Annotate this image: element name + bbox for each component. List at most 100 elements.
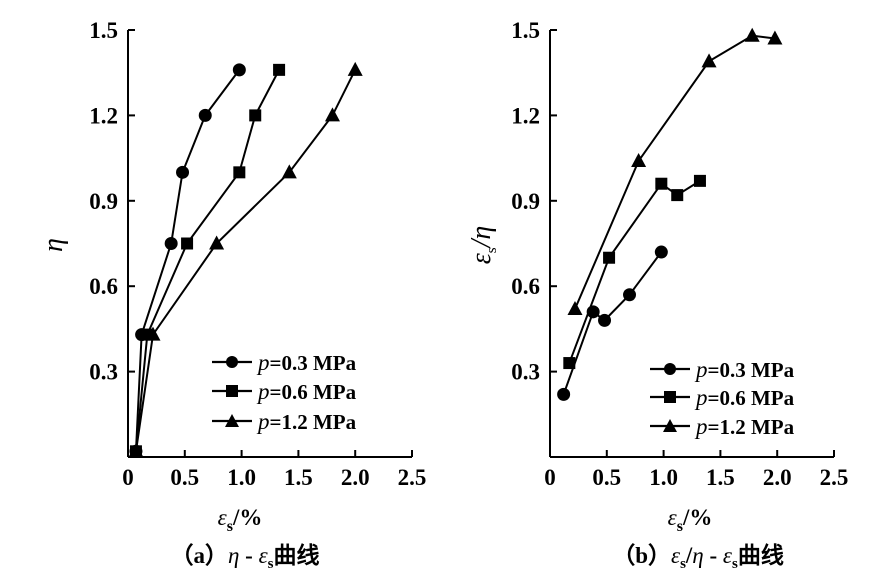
- point-triangle-b: [567, 300, 583, 315]
- legend-b-row-0: p=0.3 MPa: [650, 357, 795, 382]
- point-circle-b: [598, 313, 612, 327]
- x-tick-label-a: 1.5: [284, 465, 313, 490]
- legend-b: p=0.3 MPa p=0.6 MPa p=1.2 MPa: [650, 357, 795, 439]
- series-line-a-2: [134, 69, 357, 452]
- caption-a-sub: s: [268, 556, 274, 572]
- x-tick-label-a: 1.0: [227, 465, 256, 490]
- x-tick-label-a: 2.0: [341, 465, 370, 490]
- series-line-a-1: [134, 69, 280, 452]
- panel-b: 0 0.5 1.0 1.5 2.0 2.50.30.60.91.21.5 εs/η εs/…: [466, 18, 848, 572]
- legend-b-row-1: p=0.6 MPa: [650, 385, 795, 410]
- point-triangle-a: [347, 61, 363, 76]
- point-circle-b: [557, 387, 571, 401]
- legend-a-marker-triangle: [225, 414, 239, 427]
- x-label-suffix-b: /%: [682, 505, 712, 530]
- point-triangle-b: [767, 30, 783, 45]
- legend-b-marker-triangle: [663, 419, 677, 432]
- caption-a-eps: ε: [259, 543, 269, 568]
- caption-a: （a）η - εs曲线: [170, 542, 319, 572]
- x-label-eps-a: ε: [218, 505, 228, 530]
- y-tick-label-a: 0.6: [89, 274, 118, 299]
- caption-b: （b）εs/η - εs曲线: [612, 542, 784, 572]
- x-tick-label-a: 0.5: [170, 465, 199, 490]
- legend-a-row-1: p=0.6 MPa: [212, 379, 357, 404]
- point-square-b: [693, 174, 706, 187]
- point-square-a: [233, 166, 246, 179]
- point-circle-a: [164, 237, 178, 250]
- point-triangle-a: [324, 107, 340, 122]
- y-label-suffix-b: /η: [466, 226, 497, 250]
- point-square-b: [563, 357, 576, 370]
- x-tick-label-b: 2.5: [820, 465, 849, 490]
- point-triangle-a: [209, 235, 225, 250]
- point-triangle-b: [744, 27, 760, 42]
- legend-b-label-1: =0.6 MPa: [708, 386, 795, 410]
- point-circle-a: [176, 165, 190, 179]
- x-label-suffix-a: /%: [232, 505, 262, 530]
- svg-text:p=0.3 MPa: p=0.3 MPa: [694, 357, 795, 382]
- y-tick-label-b: 0.3: [511, 360, 540, 385]
- legend-a-var-2: p: [256, 409, 270, 434]
- legend-a-var-1: p: [256, 379, 270, 404]
- svg-text:p=0.6 MPa: p=0.6 MPa: [694, 385, 795, 410]
- legend-a-label-2: =1.2 MPa: [270, 410, 357, 434]
- series-layer-a: [128, 61, 363, 458]
- x-axis-label-b: εs/%: [668, 505, 713, 535]
- caption-a-prefix: （a）: [170, 542, 228, 568]
- y-axis-label-b: εs/η: [466, 226, 500, 265]
- legend-b-var-0: p: [694, 357, 708, 382]
- x-tick-label-a: 0: [122, 465, 134, 490]
- point-triangle-a: [145, 326, 161, 341]
- legend-b-marker-square: [664, 391, 676, 403]
- caption-b-prefix: （b）: [612, 542, 671, 568]
- y-label-sub-b: s: [484, 247, 500, 253]
- x-tick-label-b: 2.0: [763, 465, 792, 490]
- y-tick-label-b: 1.5: [511, 18, 540, 43]
- caption-b-mid: /: [685, 543, 693, 568]
- y-axis-label-a: η: [38, 238, 69, 252]
- point-triangle-b: [701, 53, 717, 68]
- x-tick-label-b: 1.0: [649, 465, 678, 490]
- caption-b-dash: -: [704, 543, 723, 568]
- series-line-b-0: [562, 251, 663, 395]
- x-label-eps-b: ε: [668, 505, 678, 530]
- y-tick-label-a: 0.3: [89, 360, 118, 385]
- point-triangle-a: [128, 443, 144, 458]
- caption-b-sub2: s: [732, 556, 738, 572]
- y-tick-label-a: 1.5: [89, 18, 118, 43]
- legend-b-marker-circle: [664, 363, 676, 375]
- legend-a: p=0.3 MPa p=0.6 MPa p=1.2 MPa: [212, 350, 357, 434]
- point-square-a: [249, 109, 262, 122]
- legend-a-marker-square: [226, 385, 238, 397]
- point-square-b: [603, 251, 616, 264]
- legend-a-marker-circle: [226, 356, 238, 368]
- plot-area-a: [127, 30, 412, 458]
- legend-b-row-2: p=1.2 MPa: [650, 414, 795, 439]
- svg-text:p=0.6 MPa: p=0.6 MPa: [256, 379, 357, 404]
- series-layer-b: [557, 27, 783, 401]
- x-tick-label-b: 0.5: [592, 465, 621, 490]
- caption-b-eps: ε: [671, 543, 681, 568]
- x-tick-label-b: 1.5: [706, 465, 735, 490]
- x-axis-label-a: εs/%: [218, 505, 263, 535]
- point-square-a: [273, 63, 286, 76]
- legend-b-label-2: =1.2 MPa: [708, 415, 795, 439]
- caption-b-eps2: ε: [723, 543, 733, 568]
- svg-text:p=1.2 MPa: p=1.2 MPa: [256, 409, 357, 434]
- point-triangle-b: [631, 152, 647, 167]
- y-tick-label-a: 0.9: [89, 189, 118, 214]
- x-label-sub-b: s: [677, 518, 683, 535]
- caption-a-dash: -: [239, 543, 258, 568]
- svg-text:p=1.2 MPa: p=1.2 MPa: [694, 414, 795, 439]
- series-line-b-1: [568, 180, 701, 364]
- tick-layer-a: 0 0.5 1.0 1.5 2.0 2.5 0.3 0.6 0.9 1.2 1.5: [89, 18, 426, 490]
- y-tick-label-b: 0.6: [511, 274, 540, 299]
- caption-a-suffix: 曲线: [274, 542, 320, 568]
- y-tick-label-a: 1.2: [89, 103, 118, 128]
- point-triangle-a: [281, 164, 297, 179]
- point-square-b: [655, 177, 668, 190]
- legend-a-var-0: p: [256, 350, 270, 375]
- plot-area-b: [549, 30, 834, 458]
- y-tick-label-b: 0.9: [511, 189, 540, 214]
- legend-b-var-2: p: [694, 414, 708, 439]
